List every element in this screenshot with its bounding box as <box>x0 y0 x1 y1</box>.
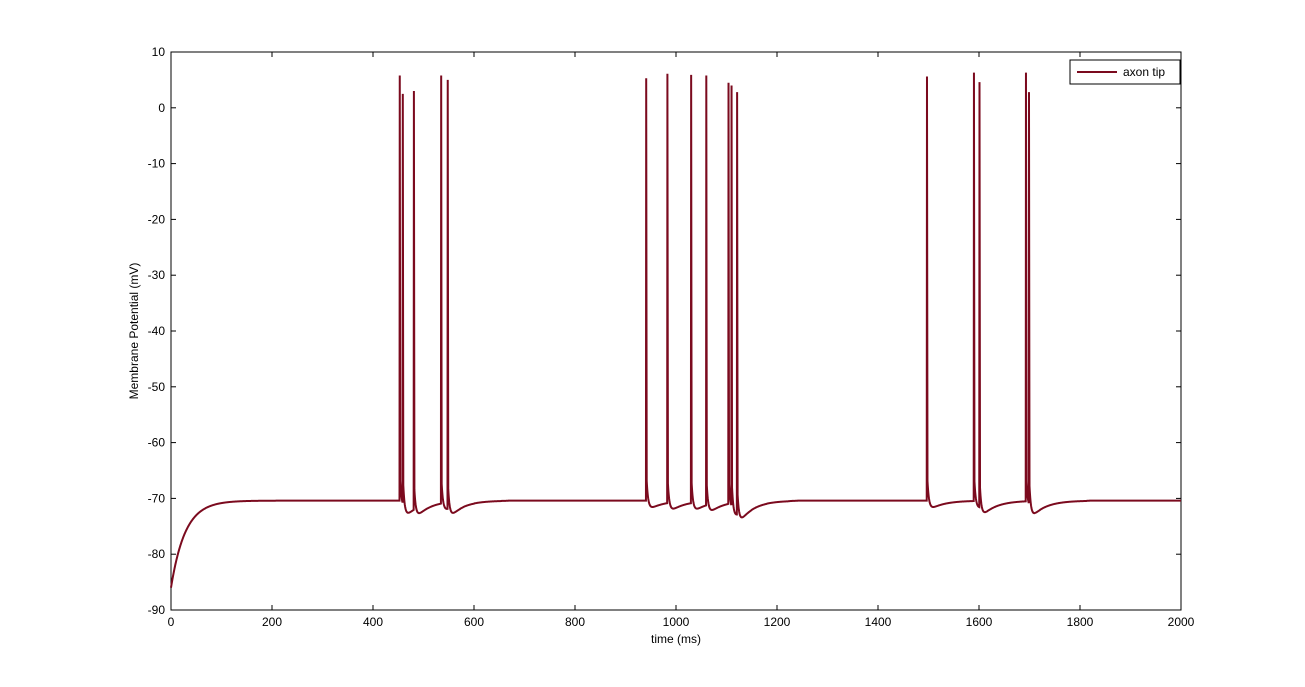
axis-ticks: 0 200 400 600 800 1000 1200 1400 1600 1800 2000 -90… <box>148 45 1195 629</box>
x-tick-label: 1400 <box>865 615 892 629</box>
y-tick-label: -30 <box>148 268 166 282</box>
y-tick-label: -60 <box>148 436 166 450</box>
x-tick-label: 600 <box>464 615 484 629</box>
plot-area <box>170 51 1182 611</box>
x-tick-label: 1000 <box>663 615 690 629</box>
x-tick-label: 800 <box>565 615 585 629</box>
series-group <box>170 72 1181 588</box>
legend-entry-axon-tip: axon tip <box>1123 65 1165 79</box>
y-tick-label: -40 <box>148 324 166 338</box>
x-tick-label: 2000 <box>1168 615 1195 629</box>
y-tick-label: 0 <box>158 101 165 115</box>
legend: axon tip <box>1069 59 1181 85</box>
x-tick-label: 1600 <box>966 615 993 629</box>
x-axis-label: time (ms) <box>651 632 701 646</box>
y-axis-label: Membrane Potential (mV) <box>127 263 141 400</box>
x-tick-label: 1200 <box>764 615 791 629</box>
x-tick-label: 400 <box>363 615 383 629</box>
x-tick-label: 0 <box>168 615 175 629</box>
x-tick-label: 1800 <box>1067 615 1094 629</box>
y-tick-label: 10 <box>152 45 166 59</box>
y-tick-label: -50 <box>148 380 166 394</box>
y-tick-label: -90 <box>148 603 166 617</box>
x-tick-label: 200 <box>262 615 282 629</box>
y-tick-label: -80 <box>148 547 166 561</box>
y-tick-label: -70 <box>148 491 166 505</box>
y-tick-label: -10 <box>148 157 166 171</box>
series-line-axon-tip <box>170 72 1181 588</box>
y-tick-label: -20 <box>148 212 166 226</box>
